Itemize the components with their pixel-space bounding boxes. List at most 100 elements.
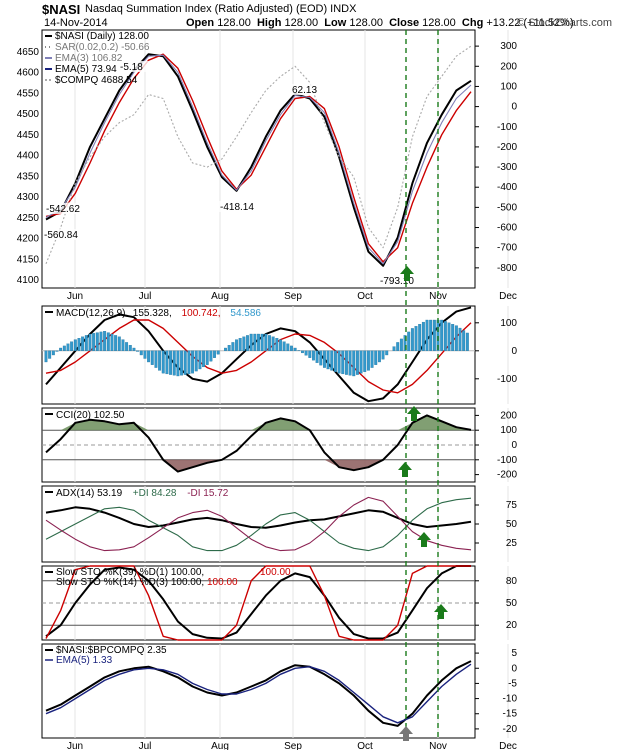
right-axis-tick-label: -500 <box>497 202 517 213</box>
macd-histogram-bar <box>187 350 191 375</box>
macd-histogram-bar <box>403 335 407 351</box>
month-label: Dec <box>499 741 517 750</box>
macd-histogram-bar <box>99 331 103 351</box>
macd-histogram-bar <box>176 350 180 377</box>
series-line-price--nasi-daily- <box>45 53 472 267</box>
macd-histogram-bar <box>114 335 118 351</box>
macd-histogram-bar <box>399 338 403 351</box>
macd-histogram-bar <box>290 345 293 351</box>
price-annotation-bg <box>119 61 149 72</box>
macd-histogram-bar <box>110 333 114 351</box>
left-axis-tick-label: 4300 <box>17 192 40 203</box>
macd-histogram-bar <box>242 336 246 351</box>
right-axis-tick-label: -400 <box>497 182 517 193</box>
macd-histogram-bar <box>231 342 235 351</box>
description-text: Nasdaq Summation Index (Ratio Adjusted) … <box>85 3 328 15</box>
month-label: Sep <box>284 741 302 750</box>
series-line-ratio--nasi-bpcompq <box>45 660 472 727</box>
series-line-price-ema-5- <box>45 53 472 263</box>
price-annotation-bg <box>291 84 321 95</box>
left-axis-tick-label: 4500 <box>17 109 40 120</box>
macd-histogram-bar <box>275 338 279 351</box>
macd-histogram-bar <box>279 339 282 351</box>
macd-histogram-bar <box>62 345 66 351</box>
legend-label: +DI 84.28 <box>133 488 177 499</box>
macd-histogram-bar <box>106 332 110 351</box>
price-annotation-bg <box>379 275 421 286</box>
month-label: Oct <box>357 291 373 302</box>
price-annotation-bg <box>43 229 85 240</box>
legend-label: MACD(12,26,9) <box>56 308 125 319</box>
macd-histogram-bar <box>183 350 187 375</box>
macd-histogram-bar <box>132 347 136 351</box>
month-label: Jul <box>139 741 152 750</box>
macd-histogram-bar <box>465 332 469 351</box>
price-annotation: -5.18 <box>120 62 143 73</box>
macd-histogram-bar <box>73 339 77 351</box>
macd-histogram-bar <box>286 343 290 351</box>
cci-oversold-area <box>46 459 471 472</box>
left-axis-tick-label: 4350 <box>17 171 40 182</box>
macd-histogram-bar <box>260 333 264 351</box>
right-axis-tick-label: 25 <box>506 538 518 549</box>
panel-frame-macd <box>41 305 476 405</box>
chg-value: +13.22 (+11.52%) <box>486 17 574 29</box>
macd-histogram-bar <box>355 350 359 375</box>
legend-label: EMA(5) 1.33 <box>56 655 113 666</box>
legend-label: $COMPQ 4688.54 <box>55 75 138 86</box>
legend-label: EMA(3) 106.82 <box>55 53 123 64</box>
right-axis-tick-label: 0 <box>511 346 517 357</box>
macd-histogram-bar <box>198 350 202 370</box>
legend-label: 54.586 <box>230 308 261 319</box>
right-axis-tick-label: 300 <box>500 41 517 52</box>
macd-histogram-bar <box>319 350 323 366</box>
macd-histogram-bar <box>161 350 165 374</box>
legend-label: $NASI (Daily) 128.00 <box>55 31 149 42</box>
price-annotation: -542.62 <box>46 204 80 215</box>
macd-histogram-bar <box>95 332 99 351</box>
open-value: 128.00 <box>217 17 251 29</box>
ohlc-readout: Open 128.00 High 128.00 Low 128.00 Close… <box>186 17 574 29</box>
right-axis-tick-label: 50 <box>506 519 518 530</box>
left-axis-tick-label: 4200 <box>17 234 40 245</box>
macd-histogram-bar <box>348 350 352 376</box>
symbol-title: $NASI <box>42 2 81 17</box>
right-axis-tick-label: -600 <box>497 223 517 234</box>
low-value: 128.00 <box>349 17 383 29</box>
left-axis-tick-label: 4250 <box>17 213 40 224</box>
macd-histogram-bar <box>55 350 59 352</box>
macd-histogram-bar <box>410 328 414 351</box>
month-label: Jun <box>67 291 83 302</box>
right-axis-tick-label: 0 <box>511 663 517 674</box>
macd-histogram-bar <box>352 350 356 377</box>
macd-histogram-bar <box>304 350 308 356</box>
right-axis-tick-label: -100 <box>497 374 517 385</box>
macd-histogram-bar <box>451 324 455 351</box>
macd-histogram-bar <box>264 333 268 351</box>
macd-histogram-bar <box>125 342 129 351</box>
macd-histogram-bar <box>429 319 433 351</box>
buy-arrow-icon <box>417 532 431 547</box>
legend-label: 100.742, <box>182 308 221 319</box>
macd-histogram-bar <box>235 339 238 351</box>
panel-frame-price <box>41 29 476 289</box>
macd-histogram-bar <box>169 350 173 375</box>
series-line-price-ema-3- <box>45 54 472 265</box>
macd-histogram-bar <box>44 350 48 363</box>
right-axis-tick-label: -100 <box>497 122 517 133</box>
macd-histogram-bar <box>249 333 253 351</box>
price-annotation: -418.14 <box>220 202 254 213</box>
buy-arrow-icon <box>407 406 421 421</box>
right-axis-tick-label: 200 <box>500 410 517 421</box>
macd-histogram-bar <box>271 336 275 351</box>
macd-histogram-bar <box>224 347 227 351</box>
right-axis-tick-label: -100 <box>497 455 517 466</box>
macd-histogram-bar <box>326 350 330 370</box>
legend-label: CCI(20) 102.50 <box>56 410 125 421</box>
left-axis-tick-label: 4600 <box>17 68 40 79</box>
left-axis-tick-label: 4550 <box>17 88 40 99</box>
right-axis-tick-label: -15 <box>503 709 518 720</box>
legend-label: ADX(14) 53.19 <box>56 488 123 499</box>
right-axis-tick-label: 100 <box>500 318 517 329</box>
macd-histogram-bar <box>381 350 385 360</box>
